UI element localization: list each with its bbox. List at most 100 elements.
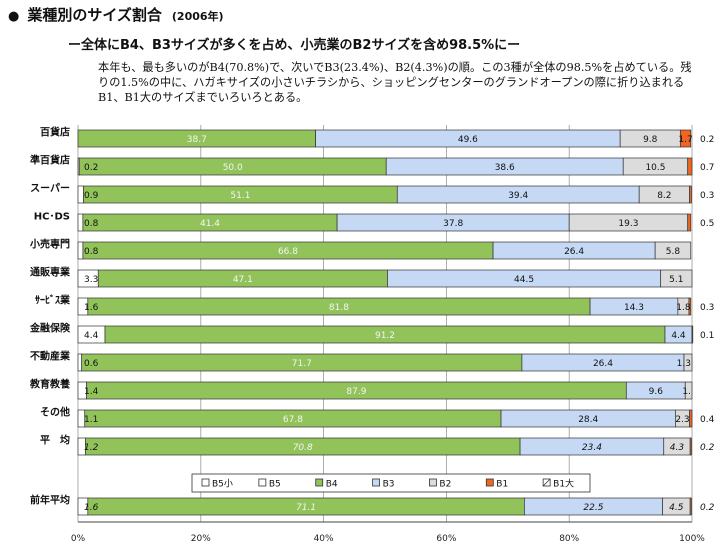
bar-segment-b5 bbox=[77, 213, 84, 232]
data-label-b5: 0.9 bbox=[84, 191, 99, 201]
data-label-b2: 9.8 bbox=[643, 135, 658, 145]
data-label-b4: 81.8 bbox=[329, 303, 349, 313]
x-tick-label: 0% bbox=[71, 534, 86, 544]
title-text: 業種別のサイズ割合 bbox=[27, 6, 162, 24]
data-label-b5: 1.6 bbox=[84, 503, 99, 513]
data-label-b3: 26.4 bbox=[593, 359, 613, 369]
data-label-b4: 38.7 bbox=[187, 135, 207, 145]
data-label-b2: 19.3 bbox=[618, 219, 638, 229]
legend-swatch bbox=[258, 478, 267, 487]
category-label: 通販専業 bbox=[30, 266, 71, 279]
x-tick-label: 80% bbox=[559, 534, 579, 544]
data-label-b4: 47.1 bbox=[233, 275, 253, 285]
data-label-b2: 4.5 bbox=[669, 503, 684, 513]
legend-box bbox=[191, 473, 591, 493]
x-tick-label: 20% bbox=[191, 534, 211, 544]
bar-segment-b1 bbox=[691, 325, 694, 344]
category-label: 準百貨店 bbox=[30, 154, 70, 167]
data-label-b1: 0.4 bbox=[700, 415, 715, 425]
data-label-b3: 23.4 bbox=[582, 443, 602, 453]
category-label: HC･DS bbox=[34, 212, 70, 223]
data-label-b4: 91.2 bbox=[375, 331, 395, 341]
category-label: 前年平均 bbox=[30, 494, 70, 507]
data-label-b1: 1.7 bbox=[678, 135, 692, 145]
category-label: 金融保険 bbox=[29, 322, 71, 335]
x-tick-label: 40% bbox=[314, 534, 334, 544]
data-label-b4: 67.8 bbox=[283, 415, 303, 425]
legend-label: B5 bbox=[269, 480, 281, 490]
data-label-b3: 28.4 bbox=[578, 415, 598, 425]
data-label-b4: 50.0 bbox=[223, 163, 243, 173]
data-label-b2: 1.8 bbox=[676, 303, 691, 313]
title-bullet: ● bbox=[8, 9, 20, 24]
data-label-b5: 0.8 bbox=[84, 247, 99, 257]
data-label-b1: 0.3 bbox=[700, 191, 714, 201]
data-label-b5: 1.2 bbox=[84, 443, 99, 453]
data-label-b4: 71.1 bbox=[296, 503, 316, 513]
data-label-b3: 39.4 bbox=[508, 191, 528, 201]
data-label-b1-large: 0.2 bbox=[700, 135, 714, 145]
category-label: 不動産業 bbox=[30, 350, 71, 363]
data-label-b4: 66.8 bbox=[278, 247, 298, 257]
data-label-b4: 70.8 bbox=[293, 443, 313, 453]
page-title: ● 業種別のサイズ割合 (2006年) bbox=[8, 4, 224, 25]
category-label: 平 均 bbox=[40, 434, 70, 447]
category-label: スーパー bbox=[30, 183, 70, 195]
bar-segment-b2 bbox=[654, 241, 692, 260]
legend-swatch bbox=[485, 478, 494, 487]
data-label-b5: 0.6 bbox=[84, 359, 99, 369]
bar-segment-b5 bbox=[77, 353, 83, 372]
category-label: その他 bbox=[40, 406, 70, 419]
bar-segment-b5 bbox=[77, 241, 84, 260]
data-label-b1: 0.2 bbox=[700, 443, 715, 453]
title-year: (2006年) bbox=[171, 10, 224, 23]
data-label-b3: 22.5 bbox=[583, 503, 603, 513]
legend-label: B3 bbox=[383, 480, 395, 490]
category-label: 百貨店 bbox=[40, 126, 70, 139]
category-label: ｻｰﾋﾞｽ業 bbox=[35, 294, 71, 307]
bar-segment-b1 bbox=[689, 497, 692, 516]
data-label-b2: 8.2 bbox=[657, 191, 671, 201]
data-label-b5: 0.2 bbox=[84, 163, 98, 173]
data-label-b1: 0.1 bbox=[700, 331, 714, 341]
data-label-b2: 1. bbox=[682, 387, 691, 397]
legend-label: B2 bbox=[439, 480, 451, 490]
x-tick-label: 60% bbox=[436, 534, 456, 544]
bar-segment-b1 bbox=[688, 297, 692, 316]
data-label-b2: 5.8 bbox=[666, 247, 681, 257]
data-label-b1: 0.3 bbox=[700, 303, 714, 313]
legend-label: B1大 bbox=[553, 478, 574, 490]
bar-segment-b5 bbox=[77, 185, 84, 204]
legend-label: B5小 bbox=[212, 479, 233, 490]
category-label: 小売専門 bbox=[29, 238, 70, 251]
data-label-b5: 1.1 bbox=[84, 415, 98, 425]
body-paragraph: 本年も、最も多いのがB4(70.8%)で、次いでB3(23.4%)、B2(4.3… bbox=[98, 61, 692, 104]
data-label-b4: 71.7 bbox=[292, 359, 312, 369]
legend-swatch-hatch bbox=[542, 478, 551, 487]
data-label-b5: 1.6 bbox=[84, 303, 99, 313]
legend-swatch bbox=[201, 478, 210, 487]
data-label-b2: 5.1 bbox=[669, 275, 683, 285]
bar-segment-b2 bbox=[660, 269, 693, 288]
data-label-b3: 44.5 bbox=[514, 275, 534, 285]
bar-segment-b1 bbox=[689, 409, 693, 428]
legend-swatch bbox=[372, 478, 380, 487]
data-label-b1: 0.7 bbox=[700, 163, 714, 173]
data-label-b3: 26.4 bbox=[564, 247, 584, 257]
data-label-b2: 10.5 bbox=[645, 163, 665, 173]
data-label-b3: 37.8 bbox=[443, 219, 463, 229]
data-label-b5: 1.4 bbox=[84, 387, 99, 397]
bar-segment-b1 bbox=[689, 437, 692, 456]
data-label-b2: 2.3 bbox=[675, 415, 689, 425]
legend-swatch bbox=[315, 478, 324, 487]
category-label: 教育教養 bbox=[29, 378, 70, 391]
bar-segment-b1 bbox=[687, 157, 693, 176]
data-label-b1: 0.5 bbox=[700, 219, 714, 229]
legend-label: B4 bbox=[326, 480, 338, 490]
legend-label: B1 bbox=[496, 480, 508, 490]
bar-segment-b2 bbox=[684, 381, 693, 400]
data-label-b3: 14.3 bbox=[624, 303, 644, 313]
bar-segment-b1 bbox=[689, 185, 692, 204]
data-label-b3: 4.4 bbox=[671, 331, 686, 341]
data-label-b4: 51.1 bbox=[230, 191, 250, 201]
